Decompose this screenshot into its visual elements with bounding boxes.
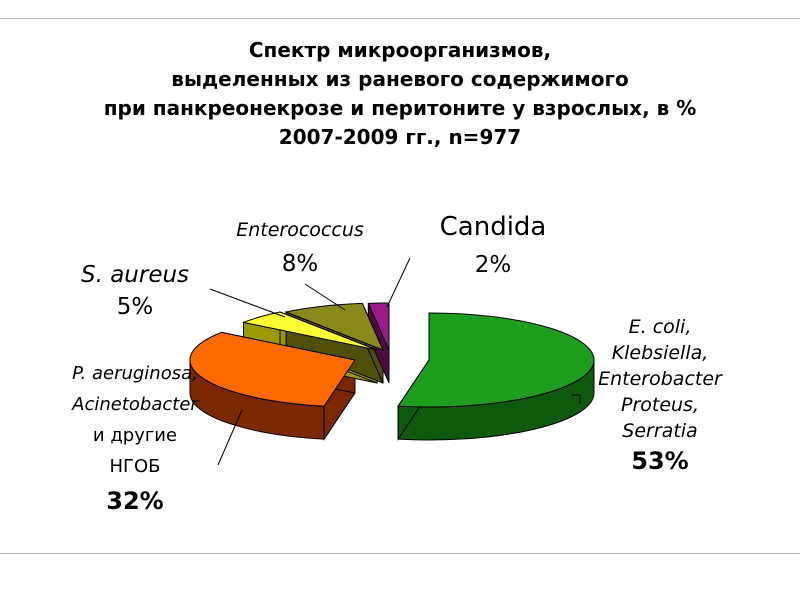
- paeruginosa-line-2: Acinetobacter: [72, 394, 198, 415]
- slice-saureus: [241, 311, 378, 351]
- candida-name: Candida: [439, 212, 547, 242]
- leader-enterococcus: [304, 283, 346, 311]
- chart-title: Спектр микроорганизмов, выделенных из ра…: [0, 36, 800, 152]
- slice-label-paeruginosa: P. aeruginosa, Acinetobacter и другие НГ…: [40, 358, 230, 520]
- paeruginosa-line-3: и другие: [92, 425, 178, 446]
- slice-label-enterococcus: Enterococcus 8%: [212, 213, 388, 281]
- saureus-value: 5%: [116, 294, 154, 320]
- title-line-4: 2007-2009 гг., n=977: [278, 125, 522, 149]
- candida-value: 2%: [474, 252, 512, 278]
- ecoli-line-1: E. coli,: [628, 316, 692, 338]
- title-line-2: выделенных из раневого содержимого: [171, 67, 629, 91]
- leader-ecoli: [572, 394, 581, 404]
- bottom-divider: [0, 553, 800, 554]
- ecoli-line-5: Serratia: [622, 420, 698, 442]
- leader-paeruginosa: [217, 409, 243, 466]
- ecoli-line-3: Enterobacter: [598, 368, 722, 390]
- top-divider: [0, 18, 800, 19]
- ecoli-value: 53%: [631, 447, 689, 475]
- slice-label-saureus: S. aureus 5%: [60, 259, 210, 323]
- leader-candida: [386, 257, 411, 308]
- title-line-3: при панкреонекрозе и перитоните у взросл…: [103, 96, 697, 120]
- paeruginosa-value: 32%: [106, 487, 164, 515]
- paeruginosa-line-4: НГОБ: [109, 456, 161, 477]
- paeruginosa-line-1: P. aeruginosa,: [72, 363, 198, 384]
- slice-label-ecoli: E. coli, Klebsiella, Enterobacter Proteu…: [580, 314, 740, 478]
- title-line-1: Спектр микроорганизмов,: [248, 38, 552, 62]
- saureus-name: S. aureus: [80, 262, 190, 288]
- enterococcus-name: Enterococcus: [236, 219, 364, 241]
- slice-enterococcus: [284, 302, 384, 351]
- leader-saureus: [209, 288, 286, 318]
- slice-label-candida: Candida 2%: [418, 208, 568, 284]
- ecoli-line-2: Klebsiella,: [611, 342, 709, 364]
- slice-ecoli: [397, 312, 595, 408]
- ecoli-line-4: Proteus,: [620, 394, 699, 416]
- enterococcus-value: 8%: [281, 251, 319, 277]
- slice-paeruginosa: [189, 331, 356, 407]
